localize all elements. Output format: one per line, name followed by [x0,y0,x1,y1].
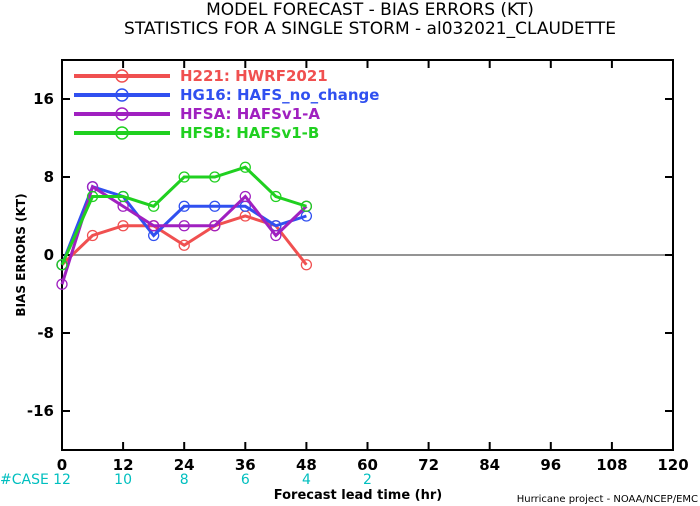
case-count: 12 [53,472,71,488]
data-point [209,171,221,183]
x-tick-label: 72 [418,456,439,474]
legend-label: HFSB: HAFSv1-B [180,124,319,142]
data-point [117,220,129,232]
series-line [60,165,307,266]
data-point [147,220,160,232]
series-line [60,184,307,266]
legend-label: HFSA: HAFSv1-A [180,105,320,123]
data-point [300,259,313,271]
data-point [270,190,282,203]
x-tick-label: 96 [540,456,561,474]
chart-subtitle: STATISTICS FOR A SINGLE STORM - al032021… [124,19,616,39]
x-tick-label: 36 [235,456,256,474]
data-point [178,171,190,183]
legend-entry: HFSA: HAFSv1-A [74,105,320,123]
y-tick-label: -16 [27,402,54,420]
data-point [178,239,190,251]
data-point [147,200,160,212]
case-count: 10 [114,472,132,488]
chart-title: MODEL FORECAST - BIAS ERRORS (KT) [206,0,534,20]
x-tick-label: 48 [296,456,317,474]
legend-swatch-marker [115,107,129,121]
x-tick-label: 12 [113,456,134,474]
case-count: 4 [302,472,311,488]
series-line [60,184,308,285]
legend-label: H221: HWRF2021 [180,67,328,85]
case-count: 8 [180,472,189,488]
series-group [56,161,313,290]
case-count: 2 [363,472,372,488]
legend-swatch-marker [115,88,129,102]
x-axis-label: Forecast lead time (hr) [274,488,442,503]
legend-label: HG16: HAFS_no_change [180,86,379,104]
legend-entry: H221: HWRF2021 [74,67,328,85]
data-point [300,200,313,212]
data-point [56,259,68,271]
data-point [178,220,190,232]
x-tick-label: 108 [596,456,627,474]
credit-text: Hurricane project - NOAA/NCEP/EMC [517,494,698,505]
x-tick-label: 24 [174,456,195,474]
data-point [209,200,221,212]
y-axis-label: BIAS ERRORS (KT) [14,193,28,316]
x-tick-label: 60 [357,456,378,474]
y-tick-label: 8 [44,168,54,186]
data-point [239,190,251,203]
data-point [117,190,129,203]
y-tick-label: 0 [44,246,54,264]
data-point [86,229,99,242]
legend-swatch-marker [115,126,129,140]
legend-swatch-marker [115,69,129,83]
case-count: 6 [241,472,250,488]
data-point [56,278,68,290]
x-tick-label: 84 [479,456,500,474]
legend-entry: HFSB: HAFSv1-B [74,124,319,142]
data-point [270,229,282,242]
x-tick-label: 120 [657,456,688,474]
data-point [209,220,221,232]
legend-entry: HG16: HAFS_no_change [74,86,379,104]
y-tick-label: -8 [37,324,54,342]
data-point [178,200,190,212]
data-point [239,161,251,173]
y-tick-label: 16 [33,90,54,108]
case-label: #CASE [0,472,49,488]
data-point [86,190,99,203]
x-tick-label: 0 [57,456,67,474]
series-4 [56,161,313,271]
